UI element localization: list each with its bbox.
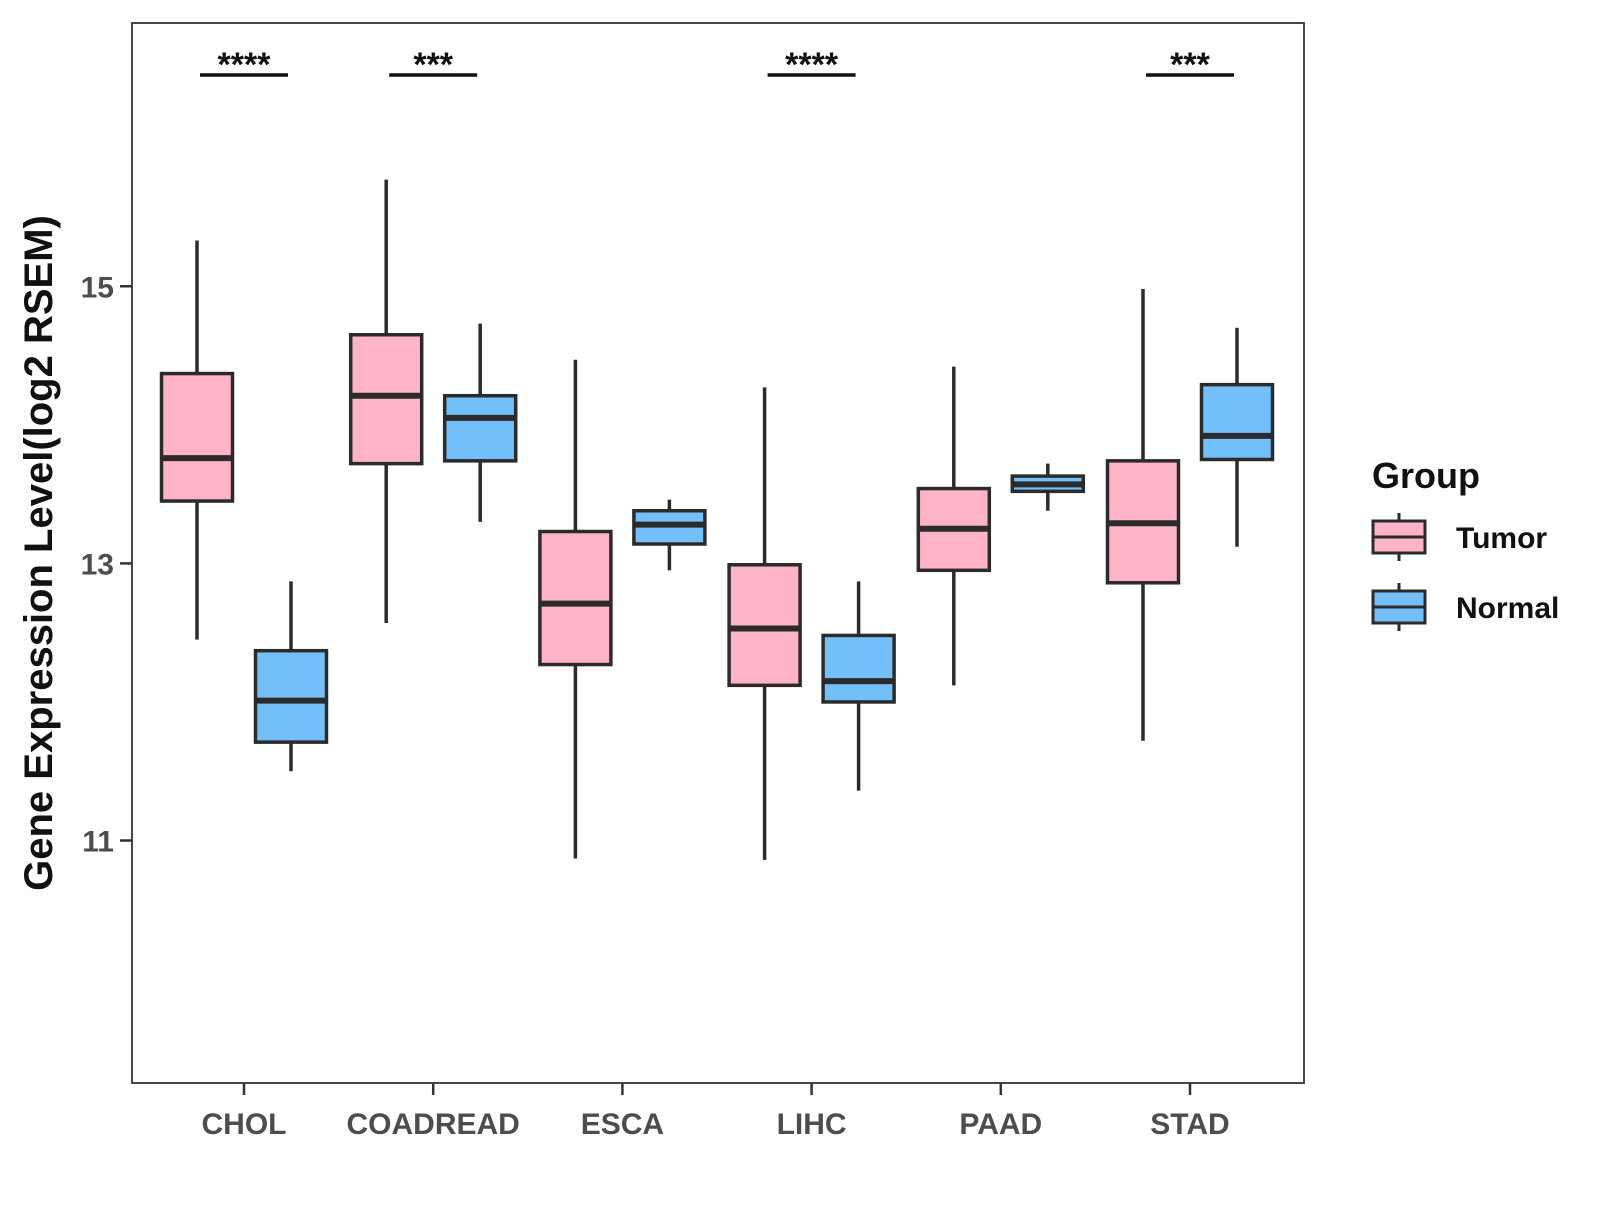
- box-normal-chol-iqr: [253, 648, 329, 744]
- legend-item-tumor-label: Tumor: [1456, 522, 1547, 555]
- x-tick-label-coadread: COADREAD: [347, 1108, 520, 1141]
- significance-stad-label: ***: [1170, 46, 1210, 84]
- x-tick-label-stad: STAD: [1150, 1108, 1229, 1141]
- box-tumor-esca-iqr: [538, 529, 613, 667]
- chart-marks: **** *** **** ***: [159, 46, 1275, 860]
- plot-panel-border: [131, 22, 1305, 1084]
- y-axis: 11 13 15: [81, 271, 132, 859]
- box-tumor-lihc-iqr: [727, 563, 802, 688]
- significance-lihc-label: ****: [785, 46, 839, 84]
- box-tumor-coadread-iqr: [348, 333, 424, 466]
- box-normal-coadread-iqr: [442, 393, 518, 463]
- box-normal-lihc-iqr: [821, 633, 896, 704]
- legend-item-normal-label: Normal: [1456, 592, 1559, 625]
- legend: Group Tumor Normal: [1371, 455, 1559, 631]
- x-tick-label-esca: ESCA: [581, 1108, 664, 1141]
- x-tick-label-chol: CHOL: [202, 1108, 287, 1141]
- significance-chol-label: ****: [218, 46, 272, 84]
- y-tick-label: 11: [82, 826, 114, 859]
- x-tick-label-paad: PAAD: [959, 1108, 1042, 1141]
- y-tick-label: 13: [81, 548, 114, 581]
- significance-coadread-label: ***: [413, 46, 453, 84]
- y-axis-title: Gene Expression Level(log2 RSEM): [17, 215, 61, 891]
- box-tumor-chol-iqr: [159, 371, 235, 503]
- x-axis: CHOL COADREAD ESCA LIHC PAAD STAD: [202, 1083, 1230, 1141]
- y-tick-label: 15: [81, 271, 114, 304]
- x-tick-label-lihc: LIHC: [777, 1108, 847, 1141]
- box-normal-stad-iqr: [1199, 382, 1275, 462]
- legend-title: Group: [1372, 455, 1480, 496]
